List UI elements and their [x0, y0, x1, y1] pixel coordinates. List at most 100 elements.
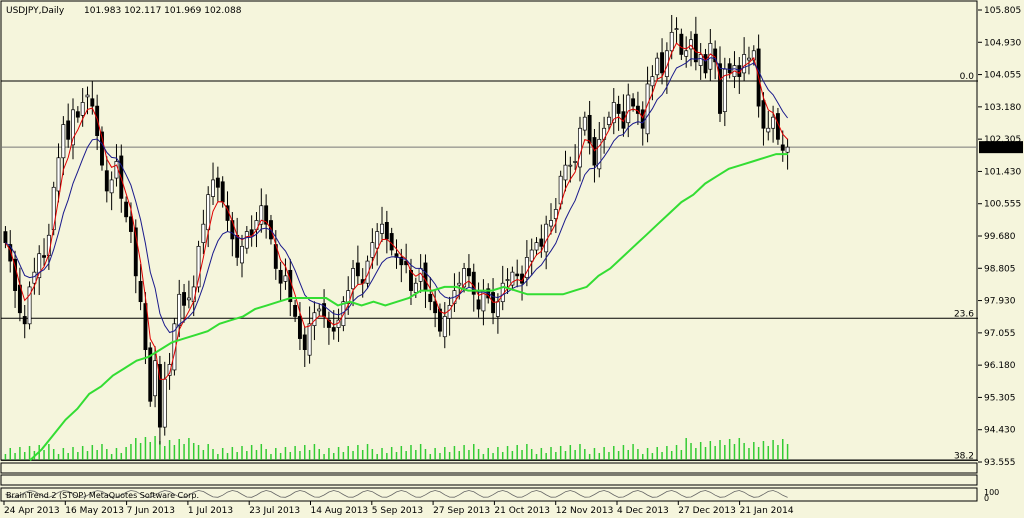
candle-body — [563, 164, 568, 181]
x-tick-label: 27 Dec 2013 — [678, 506, 736, 516]
candle-body — [148, 347, 153, 402]
candle-body — [264, 205, 269, 225]
candle-body — [27, 286, 32, 325]
indicator-scale-top: 100 — [984, 488, 999, 497]
candle-body — [13, 258, 18, 291]
candle-body — [573, 161, 578, 163]
candle-body — [718, 63, 722, 114]
candle-body — [640, 109, 645, 129]
price-axis: 105.805 104.930 104.055 103.180 102.305 101.4… — [978, 6, 1021, 468]
candle-body — [462, 268, 467, 288]
candle-body — [553, 209, 558, 220]
candle-body — [220, 181, 225, 203]
y-tick-label: 104.930 — [984, 38, 1021, 48]
sub-pane-2[interactable] — [0, 474, 978, 486]
y-tick-label: 103.180 — [984, 103, 1021, 113]
candle-body — [505, 279, 510, 281]
candle-body — [606, 116, 611, 125]
candle-body — [75, 111, 80, 118]
candle-body — [351, 268, 355, 290]
sub-pane-1[interactable] — [0, 462, 978, 474]
candle-body — [283, 275, 288, 282]
x-tick-label: 4 Dec 2013 — [617, 506, 669, 516]
volume-histogram — [4, 436, 789, 460]
ohlc-label: 101.983 102.117 101.969 102.088 — [84, 6, 242, 16]
candle-body — [669, 31, 674, 52]
candle-body — [235, 234, 240, 258]
candle-body — [104, 170, 109, 192]
candle-body — [660, 52, 665, 74]
fib-label: 23.6 — [954, 309, 974, 319]
candle-body — [71, 109, 75, 146]
candle-body — [761, 100, 766, 129]
candle-body — [80, 102, 85, 116]
candle-body — [85, 94, 90, 98]
candle-body — [109, 179, 114, 194]
candle-body — [143, 303, 148, 350]
candle-body — [529, 249, 534, 262]
y-tick-label: 100.555 — [984, 200, 1021, 210]
candle-body — [206, 194, 211, 231]
y-tick-label: 102.305 — [984, 135, 1021, 145]
fibonacci-lines: 0.0 23.6 38.2 102.088 — [1, 72, 1023, 461]
candle-body — [370, 242, 375, 258]
candle-body — [302, 334, 307, 350]
candle-body — [438, 308, 442, 332]
candle-body — [389, 233, 394, 251]
y-tick-label: 97.930 — [984, 297, 1016, 307]
candle-body — [751, 50, 756, 61]
candle-body — [510, 271, 515, 286]
candle-body — [674, 28, 679, 30]
candle-body — [597, 138, 602, 170]
candle-body — [534, 242, 539, 251]
indicator-scale-bottom: 0 — [984, 494, 989, 503]
candle-body — [182, 292, 187, 306]
candle-body — [747, 57, 751, 61]
candle-body — [495, 301, 500, 317]
candle-body — [524, 257, 529, 279]
y-tick-label: 99.680 — [984, 232, 1016, 242]
candle-body — [433, 301, 438, 314]
candle-body — [679, 33, 684, 55]
candle-body — [90, 98, 95, 107]
candle-body — [785, 146, 790, 153]
candle-body — [568, 164, 573, 167]
x-tick-label: 24 Apr 2013 — [4, 506, 60, 516]
candle-body — [664, 50, 669, 77]
candle-body — [100, 131, 104, 166]
candle-body — [650, 76, 655, 87]
indicator-pane[interactable] — [0, 487, 978, 502]
y-tick-label: 93.555 — [984, 458, 1016, 468]
candle-body — [684, 50, 689, 57]
candle-body — [693, 33, 698, 63]
candle-body — [413, 282, 418, 293]
candle-body — [307, 323, 312, 356]
candle-body — [186, 297, 191, 301]
candle-body — [278, 269, 283, 284]
x-tick-label: 21 Jan 2014 — [740, 506, 794, 516]
candle-body — [582, 116, 587, 131]
candle-body — [288, 269, 293, 303]
y-tick-label: 96.180 — [984, 361, 1016, 371]
candle-body — [655, 57, 660, 76]
candle-body — [727, 63, 732, 74]
candle-body — [722, 68, 727, 113]
candle-body — [153, 360, 158, 397]
candle-body — [61, 124, 66, 159]
candle-body — [384, 221, 389, 240]
candle-body — [196, 245, 201, 288]
candle-body — [114, 161, 119, 179]
candle-body — [37, 253, 42, 279]
x-tick-label: 16 May 2013 — [65, 506, 124, 516]
candle-body — [549, 220, 553, 227]
candle-body — [689, 39, 693, 50]
candle-body — [331, 327, 336, 332]
candle-body — [457, 282, 462, 286]
long-ma-line — [29, 153, 788, 462]
candle-body — [177, 293, 182, 327]
candle-body — [631, 98, 636, 107]
moving-averages — [4, 42, 789, 462]
